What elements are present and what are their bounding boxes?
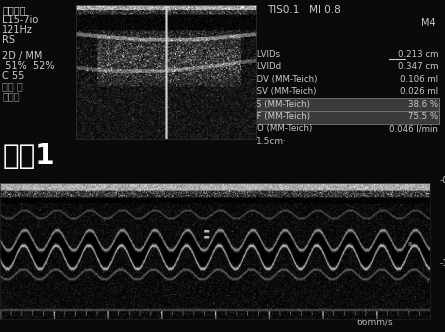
Text: 51%  52%: 51% 52% [2,61,55,71]
Text: RS: RS [2,35,15,45]
Text: 121Hz: 121Hz [2,25,33,35]
Text: CO (MM-Teich): CO (MM-Teich) [251,124,313,133]
Text: 38.6 %: 38.6 % [408,100,438,109]
Text: 0.106 ml: 0.106 ml [400,74,438,84]
Bar [250,98,439,112]
Text: 0.213 cm: 0.213 cm [398,50,438,59]
Text: M4: M4 [421,18,435,28]
Text: -0: -0 [440,176,445,186]
Bar [250,111,439,124]
Text: 余辉 中: 余辉 中 [2,81,23,91]
Text: EF (MM-Teich): EF (MM-Teich) [251,112,311,121]
Text: -1: -1 [440,259,445,269]
Text: 对照1: 对照1 [2,142,55,170]
Text: 0.046 l/min: 0.046 l/min [389,124,438,133]
Text: 1.5cm·: 1.5cm· [256,137,287,146]
Text: 75.5 %: 75.5 % [408,112,438,121]
Text: - LVIDs: - LVIDs [251,50,280,59]
Text: TIS0.1   MI 0.8: TIS0.1 MI 0.8 [267,5,341,15]
Text: EDV (MM-Teich): EDV (MM-Teich) [251,74,318,84]
Text: C 55: C 55 [2,71,24,81]
Text: 66mm/s: 66mm/s [356,317,392,326]
Text: - LVIDd: - LVIDd [251,62,282,71]
Text: ▲: ▲ [1,309,8,318]
Text: 血管术中: 血管术中 [2,5,26,15]
Text: 0.026 ml: 0.026 ml [400,87,438,96]
Text: 2D / MM: 2D / MM [2,51,43,61]
Text: L15-7io: L15-7io [2,15,38,25]
Text: FS (MM-Teich): FS (MM-Teich) [251,100,310,109]
Text: 0.347 cm: 0.347 cm [398,62,438,71]
Text: 分辨率: 分辨率 [2,91,20,101]
Text: ESV (MM-Teich): ESV (MM-Teich) [251,87,317,96]
